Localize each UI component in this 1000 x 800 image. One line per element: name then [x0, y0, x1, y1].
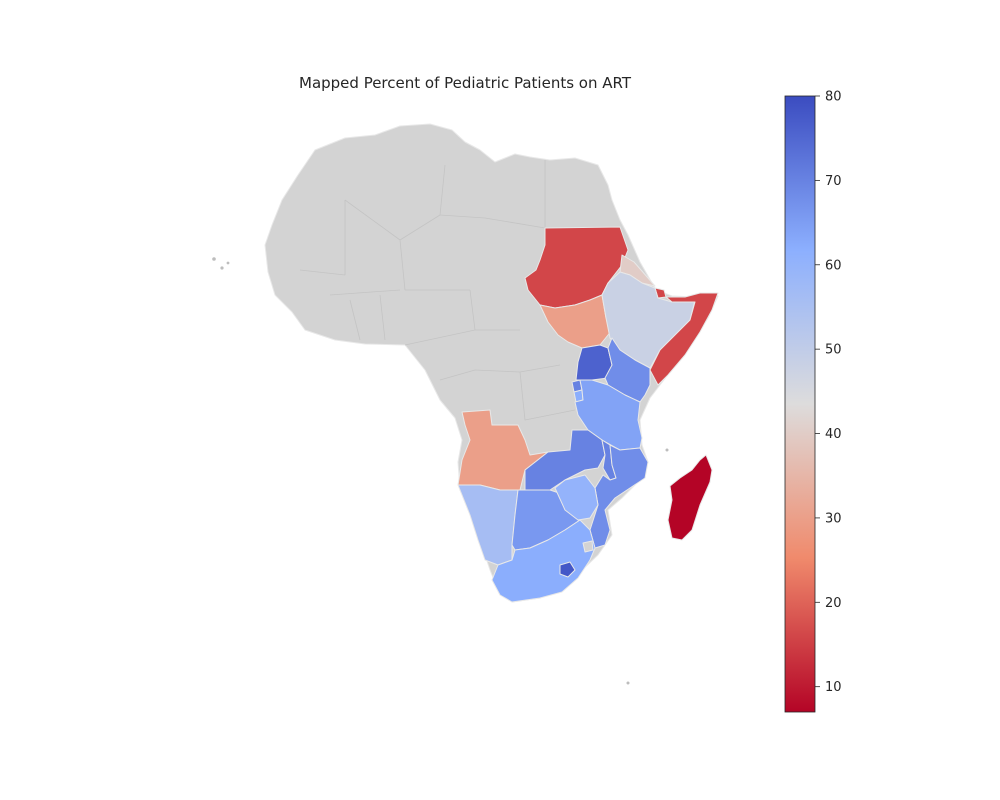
colorbar-tick-label: 40: [825, 427, 842, 442]
colorbar-tick-label: 60: [825, 258, 842, 273]
colorbar-tick-label: 50: [825, 343, 842, 358]
region-angola: [457, 409, 549, 491]
colorbar-ticks: 10 20 30 40 50 60 70 80: [815, 90, 842, 695]
colorbar: 10 20 30 40 50 60 70 80: [784, 90, 842, 713]
colorbar-tick-label: 70: [825, 174, 842, 189]
colorbar-tick-label: 10: [825, 680, 842, 695]
region-madagascar: [667, 454, 713, 541]
region-somalia: [649, 292, 719, 386]
colorbar-tick-label: 80: [825, 90, 842, 105]
chart-title: Mapped Percent of Pediatric Patients on …: [299, 74, 632, 92]
island-west-2: [220, 266, 224, 270]
region-namibia: [457, 484, 519, 566]
internal-borders: [299, 160, 576, 421]
region-lesotho: [559, 561, 576, 578]
island-comoros: [665, 448, 669, 452]
colorbar-tick-label: 30: [825, 511, 842, 526]
region-kenya: [604, 337, 651, 403]
island-west-3: [226, 261, 230, 265]
region-south-africa: [491, 519, 596, 603]
map: [212, 123, 719, 685]
region-zimbabwe: [554, 474, 599, 521]
island-west-1: [212, 257, 216, 261]
colorbar-gradient: [784, 95, 816, 713]
region-eswatini: [582, 540, 594, 553]
colorbar-tick-label: 20: [825, 596, 842, 611]
island-mauritius: [626, 681, 630, 685]
